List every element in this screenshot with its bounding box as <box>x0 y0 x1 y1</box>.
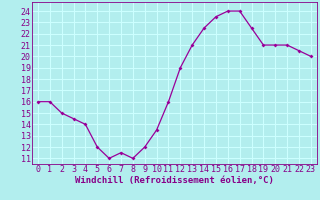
X-axis label: Windchill (Refroidissement éolien,°C): Windchill (Refroidissement éolien,°C) <box>75 176 274 185</box>
